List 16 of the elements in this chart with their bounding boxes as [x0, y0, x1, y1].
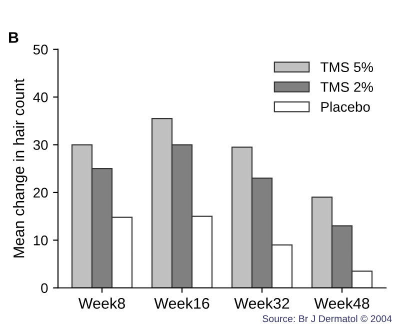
x-tick-label: Week8 [78, 298, 125, 309]
y-axis-title: Mean change in hair count [13, 78, 28, 258]
x-tick-label: Week32 [234, 298, 290, 309]
x-tick-label: Week16 [154, 298, 210, 309]
y-tick-label: 0 [41, 283, 48, 294]
legend-label: Placebo [321, 102, 370, 112]
y-tick-label: 20 [34, 188, 48, 198]
source-note: Source: Br J Dermatol © 2004 [262, 315, 392, 322]
x-tick-label: Week48 [314, 298, 370, 309]
legend-label: TMS 5% [320, 62, 374, 72]
legend-label: TMS 2% [320, 82, 374, 92]
y-tick-label: 50 [33, 44, 48, 55]
y-tick-label: 30 [33, 140, 48, 150]
y-tick-label: 40 [33, 92, 48, 102]
y-tick-label: 10 [34, 236, 48, 246]
chart-title: B [9, 32, 18, 43]
